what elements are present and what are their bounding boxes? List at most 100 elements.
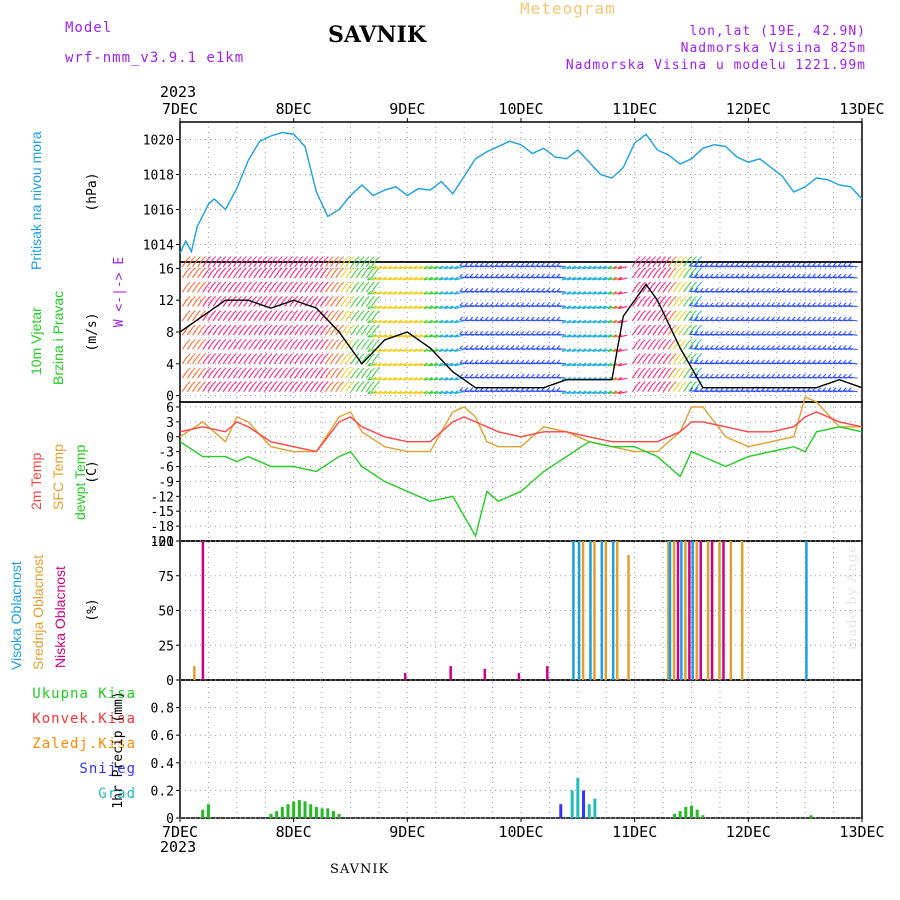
wind-barb-flag — [433, 276, 438, 281]
wind-barb-flag — [438, 376, 443, 381]
wind-barb-flag — [438, 290, 443, 295]
wind-barb — [398, 306, 408, 310]
wind-barb — [700, 376, 710, 379]
wind-barb-flag — [786, 330, 791, 335]
wind-barb-flag — [761, 345, 765, 349]
wind-barb — [495, 390, 505, 393]
precip-bar — [275, 811, 279, 818]
wind-barb-flag — [314, 381, 319, 385]
wind-barb-flag — [807, 262, 811, 267]
wind-barb-flag — [273, 281, 278, 286]
wind-barb-flag — [268, 295, 273, 300]
wind-barb — [700, 319, 710, 322]
wind-barb — [464, 265, 474, 268]
wind-barb-flag — [377, 348, 382, 352]
wind-barb-flag — [449, 362, 453, 367]
wind-barb — [597, 348, 607, 353]
wind-barb-flag — [750, 373, 755, 378]
wind-barb — [377, 377, 387, 381]
wind-barb — [781, 276, 792, 279]
wind-barb-flag — [750, 359, 755, 364]
wind-barb-flag — [740, 302, 745, 306]
wind-barb — [613, 391, 623, 395]
wind-barb-flag — [771, 345, 776, 349]
wind-barb — [642, 327, 649, 336]
wind-barb-flag — [418, 265, 423, 270]
wind-barb — [787, 347, 797, 351]
wind-barb-flag — [469, 359, 474, 364]
wind-barb-flag — [243, 338, 247, 343]
wind-barb — [490, 390, 500, 393]
wind-barb — [693, 341, 700, 350]
wind-barb — [567, 391, 577, 395]
wind-barb — [536, 376, 546, 379]
wind-barb-flag — [474, 359, 479, 364]
wind-barb-flag — [314, 324, 319, 329]
wind-barb — [751, 290, 761, 293]
wind-barb-flag — [662, 367, 667, 372]
wind-barb-flag — [484, 345, 489, 349]
wind-barb-flag — [756, 359, 760, 364]
wind-barb-flag — [505, 316, 510, 321]
wind-barb-flag — [750, 287, 755, 292]
wind-barb-flag — [263, 267, 268, 272]
wind-barb-flag — [761, 330, 765, 335]
wind-barb — [371, 270, 377, 279]
wind-barb-flag — [403, 390, 407, 395]
wind-barb-flag — [232, 353, 237, 357]
wind-barb-flag — [672, 295, 677, 300]
wind-barb — [469, 390, 480, 393]
wind-barb-flag — [725, 373, 730, 378]
wind-barb-flag — [566, 265, 571, 270]
wind-barb-flag — [387, 265, 392, 270]
wind-barb-flag — [802, 316, 806, 321]
wind-barb — [350, 313, 357, 322]
wind-barb-flag — [771, 287, 776, 292]
wind-barb-flag — [577, 305, 581, 309]
wind-barb — [521, 276, 531, 279]
wind-barb — [304, 341, 311, 350]
wind-barb — [485, 319, 495, 322]
wind-barb-flag — [197, 381, 201, 385]
low-cloud-bar — [517, 673, 521, 680]
wind-barb-flag — [284, 367, 288, 372]
wind-barb-flag — [766, 316, 770, 321]
wind-barb — [843, 347, 853, 351]
wind-barb — [771, 319, 781, 322]
wind-barb — [833, 276, 843, 279]
wind-barb-flag — [377, 290, 382, 295]
wind-barb — [751, 362, 761, 365]
wind-barb — [613, 277, 623, 281]
wind-barb — [720, 304, 730, 308]
wind-barb — [700, 276, 710, 279]
wind-barb — [371, 299, 377, 307]
wind-barb-flag — [392, 276, 397, 281]
wind-barb — [304, 370, 311, 379]
wind-barb — [787, 290, 797, 293]
wind-barb — [688, 299, 695, 307]
wind-barb — [500, 265, 510, 268]
wind-barb-flag — [662, 267, 667, 272]
wind-barb — [582, 391, 592, 395]
y-tick-label: 6 — [166, 401, 174, 416]
wind-barb — [314, 356, 321, 365]
wind-barb — [510, 347, 520, 351]
legend-total-precip: Ukupna Kisa — [32, 686, 136, 702]
wind-barb-flag — [720, 287, 724, 292]
wind-barb-flag — [314, 281, 319, 286]
wind-barb — [541, 362, 551, 365]
legend-snow: Snijeg — [79, 761, 136, 777]
wind-barb — [365, 284, 372, 293]
wind-barb-flag — [464, 262, 469, 267]
wind-barb — [776, 319, 786, 322]
wind-barb — [510, 290, 520, 293]
wind-barb — [510, 333, 520, 336]
wind-barb — [705, 362, 715, 365]
wind-barb — [546, 265, 556, 268]
wind-barb — [197, 299, 204, 307]
wind-barb-flag — [433, 265, 438, 270]
wind-barb-flag — [698, 310, 703, 315]
wind-barb-flag — [408, 276, 412, 281]
mid-cloud-bar — [581, 541, 585, 680]
wind-barb-flag — [822, 316, 827, 321]
